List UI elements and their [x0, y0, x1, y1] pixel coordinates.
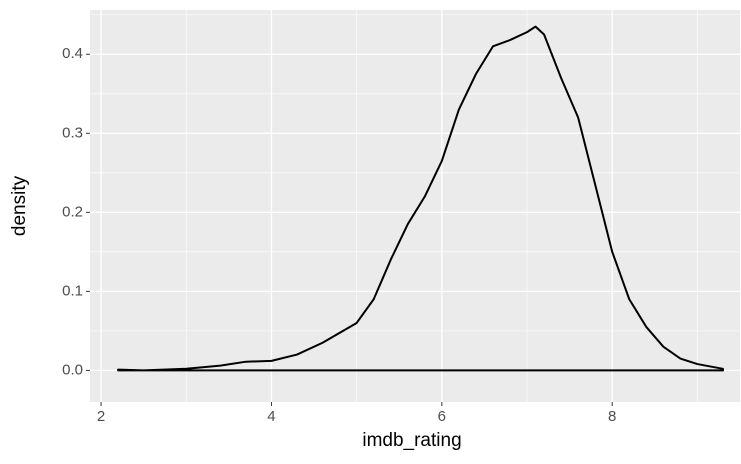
y-tick-label: 0.3: [62, 124, 83, 141]
y-tick-label: 0.2: [62, 203, 83, 220]
y-axis-title: density: [9, 175, 30, 236]
panel: [90, 10, 740, 402]
x-axis-title: imdb_rating: [362, 430, 461, 451]
x-tick-label: 4: [267, 408, 275, 425]
y-tick-label: 0.1: [62, 282, 83, 299]
x-tick-label: 2: [97, 408, 105, 425]
density-curve: [117, 25, 724, 372]
y-tick-label: 0.4: [62, 45, 83, 62]
y-tick-label: 0.0: [62, 361, 83, 378]
x-tick-label: 8: [608, 408, 616, 425]
x-tick-label: 6: [438, 408, 446, 425]
